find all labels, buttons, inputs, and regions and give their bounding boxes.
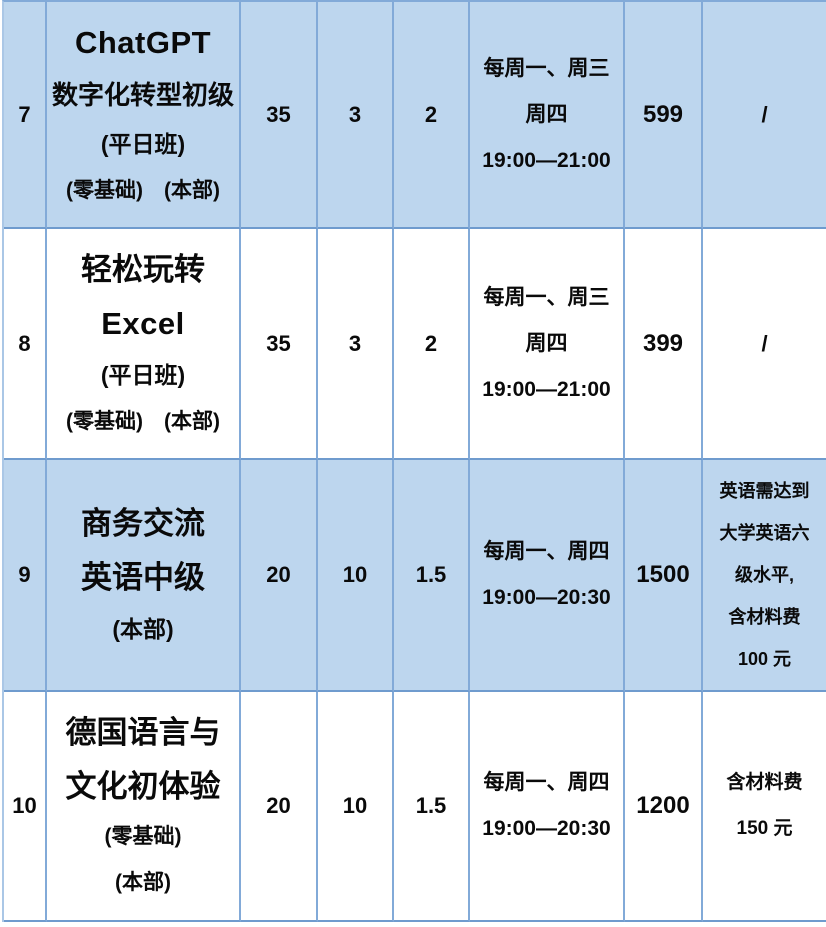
schedule-cell: 每周一、周四 19:00—20:30 bbox=[470, 692, 625, 922]
total-hours-cell: 35 bbox=[241, 229, 318, 460]
row-number: 8 bbox=[18, 330, 31, 356]
row-number: 7 bbox=[18, 101, 31, 127]
total-hours-value: 20 bbox=[266, 793, 291, 818]
row-number: 9 bbox=[18, 562, 31, 587]
schedule-line: 19:00—21:00 bbox=[482, 148, 611, 172]
note-line: 100 元 bbox=[737, 649, 792, 669]
sessions-per-week-cell: 10 bbox=[318, 692, 394, 922]
course-title-line: 数字化转型初级 bbox=[51, 79, 234, 110]
hours-per-session-cell: 2 bbox=[394, 229, 470, 460]
sessions-per-week-cell: 3 bbox=[318, 229, 394, 460]
course-title-line: 商务交流 bbox=[81, 506, 205, 541]
price-cell: 599 bbox=[625, 2, 703, 229]
course-name-cell: 德国语言与 文化初体验 (零基础) (本部) bbox=[47, 692, 241, 922]
hours-per-session-value: 1.5 bbox=[415, 793, 447, 818]
course-title-line: 英语中级 bbox=[81, 560, 205, 595]
course-name-cell: ChatGPT 数字化转型初级 (平日班) (零基础) (本部) bbox=[47, 2, 241, 229]
note-line: 大学英语六 bbox=[719, 523, 810, 543]
price-cell: 1500 bbox=[625, 460, 703, 692]
sessions-per-week-value: 3 bbox=[348, 330, 362, 356]
row-number-cell: 8 bbox=[4, 229, 47, 460]
notes-cell: / bbox=[703, 229, 826, 460]
note-line: / bbox=[761, 330, 768, 356]
total-hours-value: 35 bbox=[266, 101, 291, 127]
schedule-cell: 每周一、周四 19:00—20:30 bbox=[470, 460, 625, 692]
schedule-line: 每周一、周四 bbox=[483, 540, 610, 563]
total-hours-cell: 20 bbox=[241, 692, 318, 922]
sessions-per-week-cell: 10 bbox=[318, 460, 394, 692]
schedule-line: 每周一、周四 bbox=[483, 771, 610, 794]
hours-per-session-value: 2 bbox=[424, 101, 438, 127]
table-row: 10 德国语言与 文化初体验 (零基础) (本部) 20 10 1.5 每周一、… bbox=[4, 692, 826, 922]
schedule-line: 周四 bbox=[525, 102, 568, 126]
note-line: 英语需达到 bbox=[719, 481, 810, 501]
row-number-cell: 7 bbox=[4, 2, 47, 229]
total-hours-cell: 20 bbox=[241, 460, 318, 692]
schedule-line: 19:00—20:30 bbox=[482, 586, 611, 609]
course-name-cell: 轻松玩转 Excel (平日班) (零基础) (本部) bbox=[47, 229, 241, 460]
hours-per-session-cell: 2 bbox=[394, 2, 470, 229]
course-sub-line: (本部) bbox=[115, 871, 171, 894]
schedule-line: 每周一、周三 bbox=[483, 285, 610, 309]
schedule-line: 19:00—21:00 bbox=[482, 377, 611, 401]
course-sub-line: (零基础) bbox=[104, 825, 182, 848]
sessions-per-week-value: 10 bbox=[342, 562, 368, 587]
course-title-line: 文化初体验 bbox=[65, 769, 221, 804]
course-title-line: 轻松玩转 bbox=[81, 251, 205, 287]
schedule-line: 19:00—20:30 bbox=[482, 817, 611, 840]
course-sub-line: (平日班) bbox=[100, 361, 186, 388]
table-row: 8 轻松玩转 Excel (平日班) (零基础) (本部) 35 3 2 每周一… bbox=[4, 229, 826, 460]
note-line: 含材料费 bbox=[728, 607, 801, 627]
course-title-line: Excel bbox=[101, 305, 185, 341]
row-number-cell: 9 bbox=[4, 460, 47, 692]
price-value: 399 bbox=[642, 329, 684, 357]
row-number-cell: 10 bbox=[4, 692, 47, 922]
price-cell: 1200 bbox=[625, 692, 703, 922]
total-hours-value: 20 bbox=[266, 562, 291, 587]
note-line: 含材料费 bbox=[726, 772, 803, 793]
hours-per-session-cell: 1.5 bbox=[394, 460, 470, 692]
row-number: 10 bbox=[12, 793, 37, 818]
sessions-per-week-cell: 3 bbox=[318, 2, 394, 229]
sessions-per-week-value: 10 bbox=[342, 793, 368, 818]
course-sub-line: (零基础) (本部) bbox=[66, 178, 220, 202]
table-row: 9 商务交流 英语中级 (本部) 20 10 1.5 每周一、周四 19:00—… bbox=[4, 460, 826, 692]
hours-per-session-value: 2 bbox=[424, 330, 438, 356]
course-name-cell: 商务交流 英语中级 (本部) bbox=[47, 460, 241, 692]
table-row: 7 ChatGPT 数字化转型初级 (平日班) (零基础) (本部) 35 3 … bbox=[4, 2, 826, 229]
schedule-line: 每周一、周三 bbox=[483, 56, 610, 80]
course-title-line: 德国语言与 bbox=[65, 715, 221, 750]
price-value: 1200 bbox=[636, 792, 690, 819]
hours-per-session-cell: 1.5 bbox=[394, 692, 470, 922]
total-hours-value: 35 bbox=[266, 330, 291, 356]
course-sub-line: (本部) bbox=[112, 616, 174, 642]
course-sub-line: (平日班) bbox=[100, 130, 186, 157]
notes-cell: / bbox=[703, 2, 826, 229]
note-line: 150 元 bbox=[736, 818, 793, 839]
hours-per-session-value: 1.5 bbox=[415, 562, 447, 587]
notes-cell: 含材料费 150 元 bbox=[703, 692, 826, 922]
course-sub-line: (零基础) (本部) bbox=[66, 409, 220, 433]
price-value: 599 bbox=[642, 100, 684, 128]
schedule-cell: 每周一、周三 周四 19:00—21:00 bbox=[470, 2, 625, 229]
price-cell: 399 bbox=[625, 229, 703, 460]
price-value: 1500 bbox=[636, 561, 690, 588]
note-line: 级水平, bbox=[734, 565, 794, 585]
notes-cell: 英语需达到 大学英语六 级水平, 含材料费 100 元 bbox=[703, 460, 826, 692]
sessions-per-week-value: 3 bbox=[348, 101, 362, 127]
course-title-line: ChatGPT bbox=[74, 24, 212, 60]
schedule-line: 周四 bbox=[525, 331, 568, 355]
note-line: / bbox=[761, 101, 768, 127]
total-hours-cell: 35 bbox=[241, 2, 318, 229]
schedule-cell: 每周一、周三 周四 19:00—21:00 bbox=[470, 229, 625, 460]
